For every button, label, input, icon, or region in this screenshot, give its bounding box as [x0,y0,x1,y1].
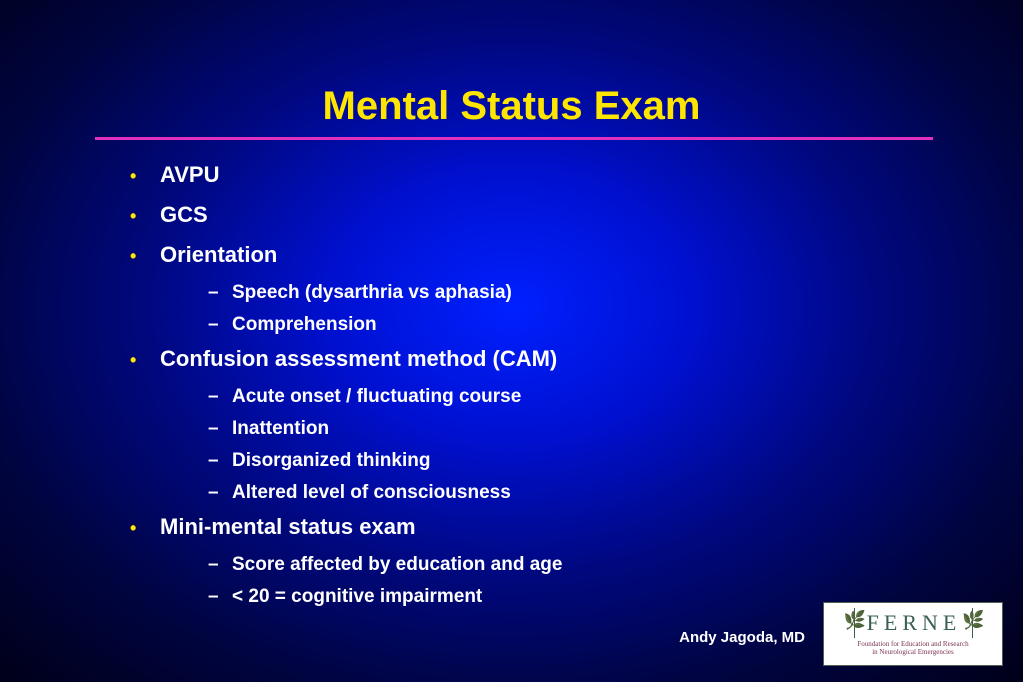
bullet-sub-item: –Score affected by education and age [208,554,1023,576]
bullet-text: Score affected by education and age [232,554,562,576]
logo-letter: R [902,610,920,636]
fern-icon [961,606,983,640]
dash-marker-icon: – [208,482,232,504]
bullet-marker-icon: • [130,350,160,371]
bullet-marker-icon: • [130,166,160,187]
logo-letter: E [943,610,959,636]
dash-marker-icon: – [208,386,232,408]
bullet-item: •Orientation [130,242,1023,268]
bullet-text: < 20 = cognitive impairment [232,586,482,608]
logo-subtitle: Foundation for Education and Research in… [857,641,968,656]
bullet-item: •GCS [130,202,1023,228]
logo-letter: E [884,610,900,636]
dash-marker-icon: – [208,314,232,336]
bullet-text: AVPU [160,162,220,188]
bullet-list: •AVPU •GCS •Orientation –Speech (dysarth… [0,140,1023,608]
bullet-sub-item: –Acute onset / fluctuating course [208,386,1023,408]
logo-acronym: F E R N E [843,606,984,640]
logo-subtitle-line: in Neurological Emergencies [872,648,954,656]
logo-letter: N [922,610,941,636]
bullet-text: Disorganized thinking [232,450,430,472]
bullet-text: Confusion assessment method (CAM) [160,346,557,372]
bullet-sub-item: –Comprehension [208,314,1023,336]
bullet-item: •Mini-mental status exam [130,514,1023,540]
bullet-sub-item: –Altered level of consciousness [208,482,1023,504]
bullet-marker-icon: • [130,206,160,227]
fern-icon [843,606,865,640]
dash-marker-icon: – [208,554,232,576]
bullet-text: Comprehension [232,314,377,336]
bullet-sub-item: –Inattention [208,418,1023,440]
bullet-text: Orientation [160,242,277,268]
slide-title: Mental Status Exam [0,0,1023,137]
author-credit: Andy Jagoda, MD [679,629,805,646]
bullet-text: Inattention [232,418,329,440]
bullet-text: Mini-mental status exam [160,514,416,540]
dash-marker-icon: – [208,418,232,440]
bullet-text: Acute onset / fluctuating course [232,386,521,408]
bullet-text: Speech (dysarthria vs aphasia) [232,282,512,304]
bullet-text: Altered level of consciousness [232,482,511,504]
ferne-logo: F E R N E Foundation for Education and R… [823,602,1003,666]
dash-marker-icon: – [208,282,232,304]
bullet-marker-icon: • [130,246,160,267]
dash-marker-icon: – [208,450,232,472]
bullet-marker-icon: • [130,518,160,539]
bullet-item: •Confusion assessment method (CAM) [130,346,1023,372]
bullet-text: GCS [160,202,208,228]
dash-marker-icon: – [208,586,232,608]
bullet-item: •AVPU [130,162,1023,188]
bullet-sub-item: –Disorganized thinking [208,450,1023,472]
bullet-sub-item: –Speech (dysarthria vs aphasia) [208,282,1023,304]
